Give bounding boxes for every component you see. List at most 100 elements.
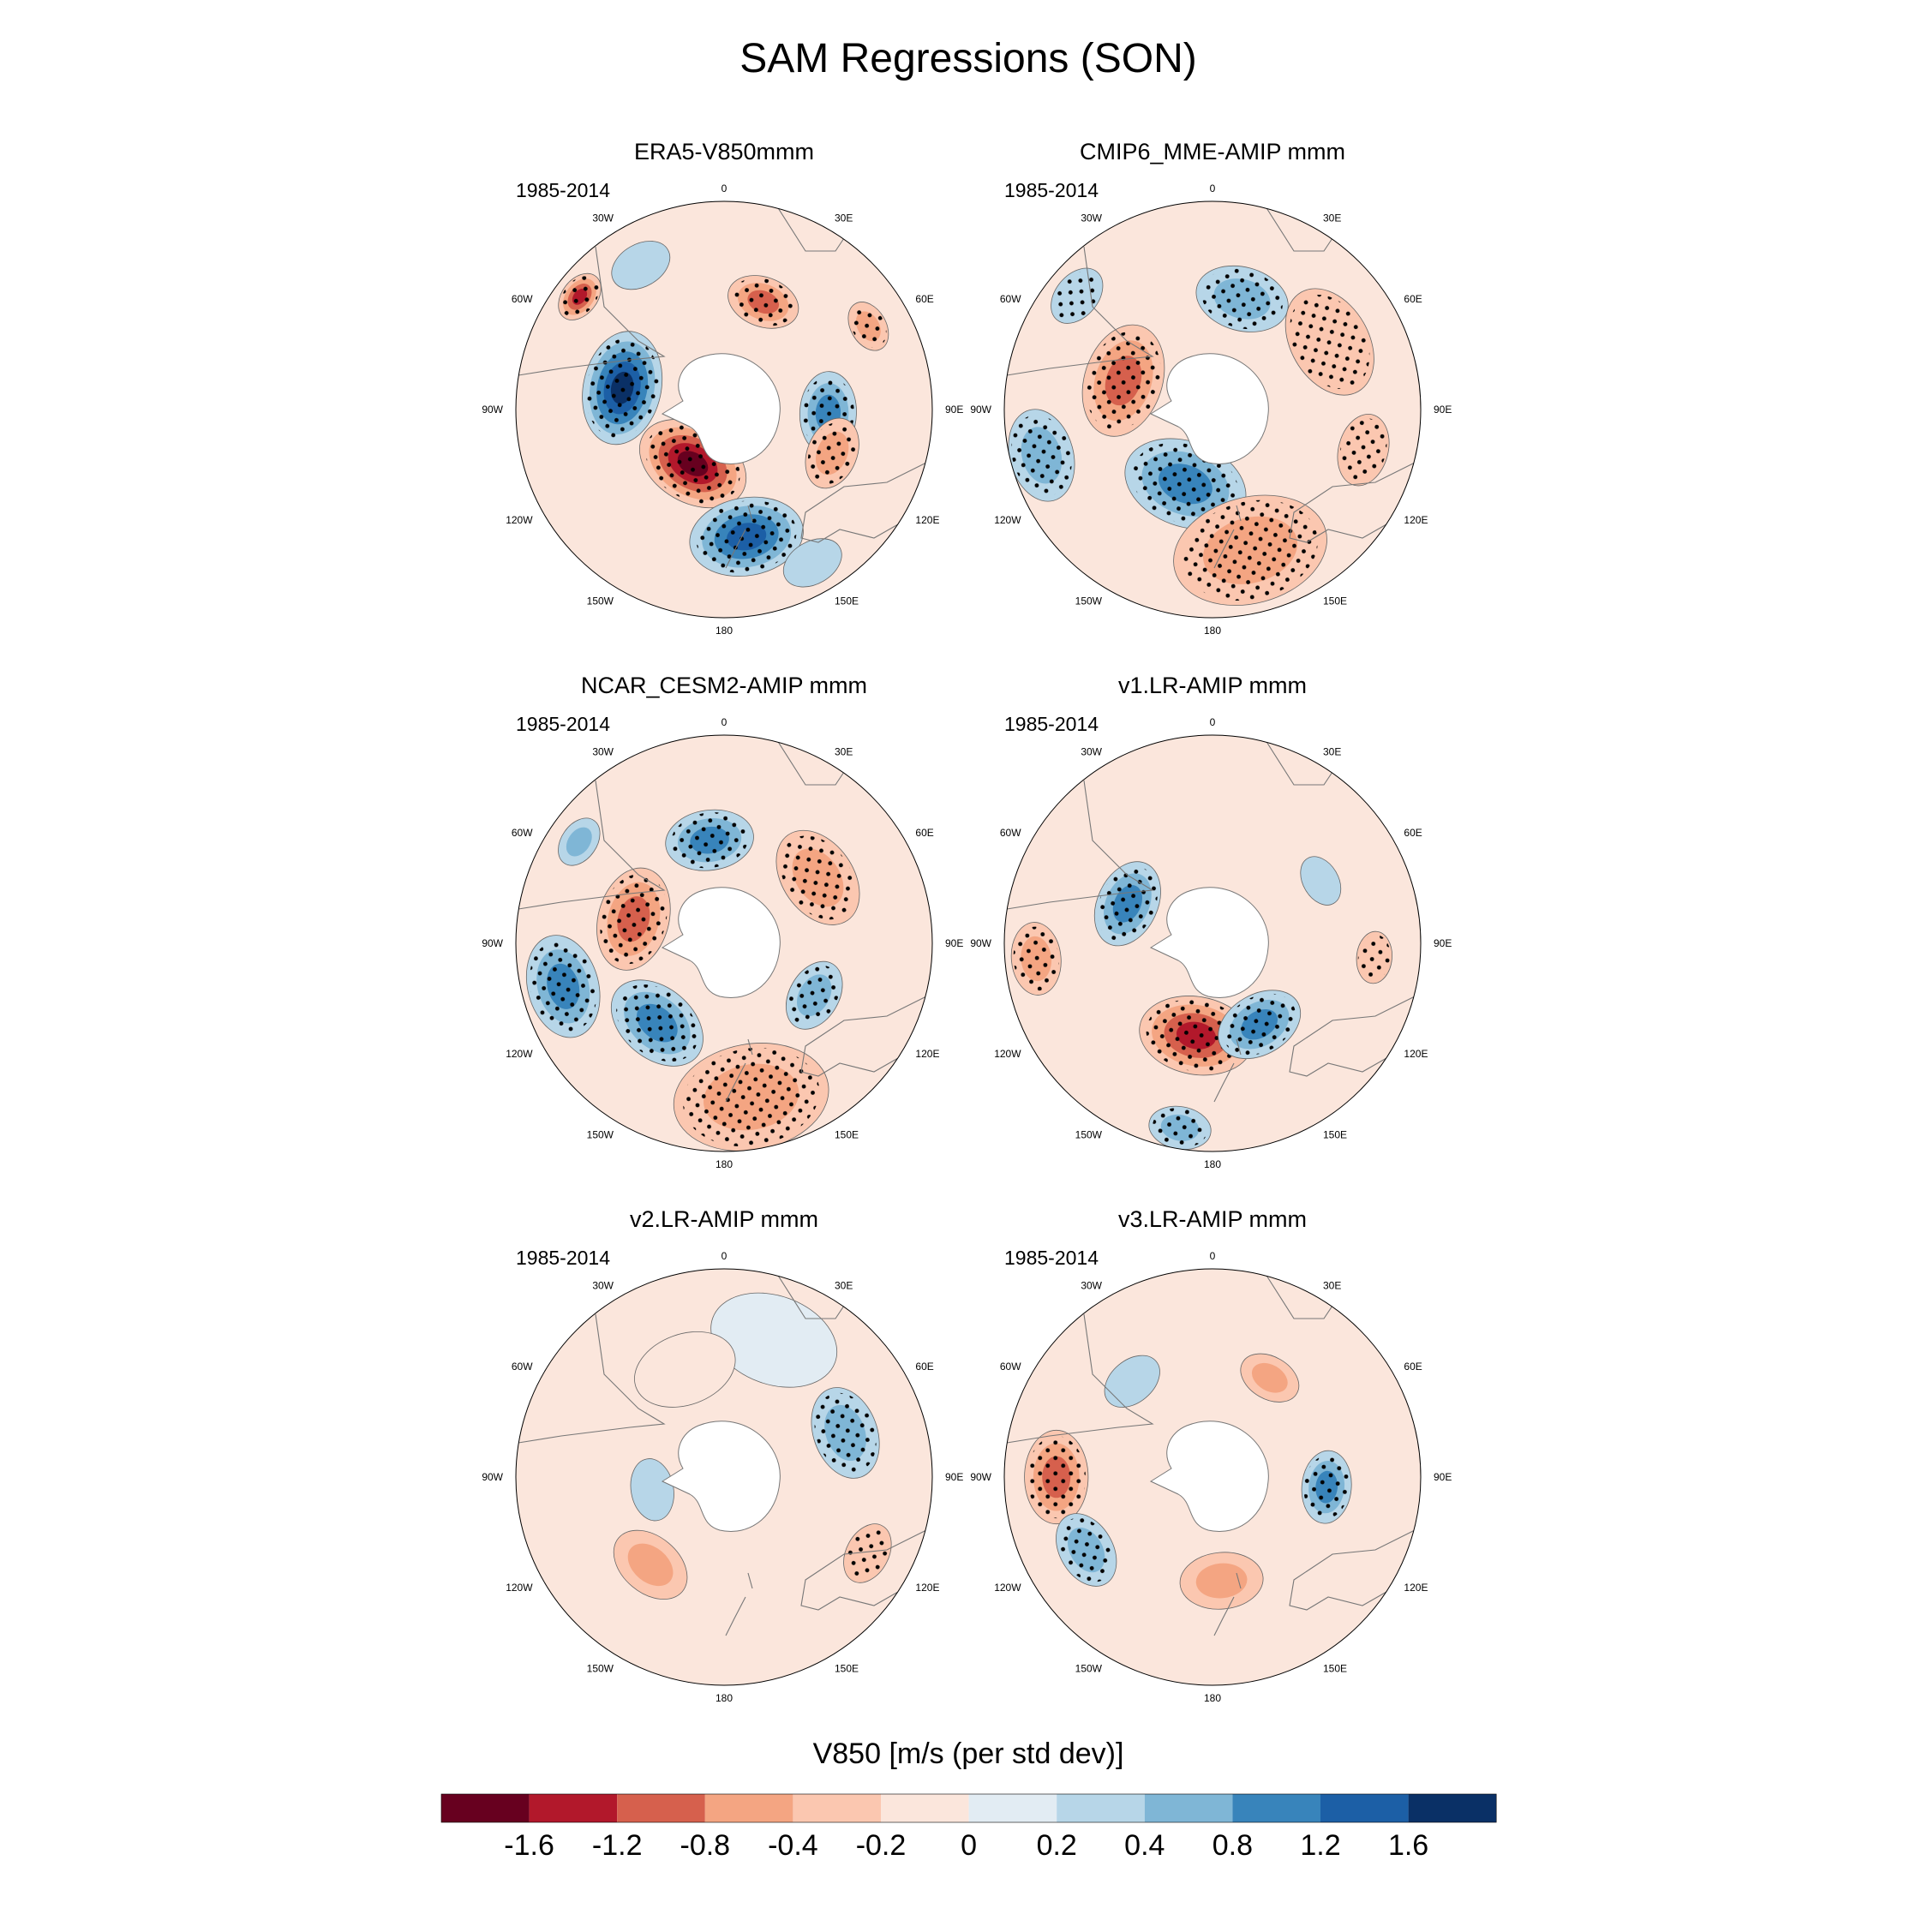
anomaly-blob bbox=[1104, 1355, 1160, 1408]
longitude-label: 120E bbox=[1404, 1048, 1428, 1060]
antarctica-landmass bbox=[1149, 353, 1269, 464]
map-panel: 0 30E 60E 90E 120E 150E 180 150W 120W 90W 60W 30W ER… bbox=[482, 139, 963, 637]
longitude-label: 30W bbox=[592, 212, 614, 224]
colorbar-tick-label: 0.2 bbox=[1037, 1829, 1077, 1862]
longitude-label: 150E bbox=[1323, 1128, 1347, 1140]
colorbar-tick-label: -0.4 bbox=[768, 1829, 818, 1862]
longitude-label: 180 bbox=[716, 1692, 733, 1704]
longitude-label: 150E bbox=[1323, 595, 1347, 607]
colorbar-swatch bbox=[793, 1794, 881, 1822]
anomaly-blob bbox=[689, 496, 804, 577]
anomaly-blob bbox=[1179, 1552, 1264, 1610]
map-panel: 0 30E 60E 90E 120E 150E 180 150W 120W 90W 60W 30W NC… bbox=[482, 673, 963, 1170]
longitude-label: 60E bbox=[1404, 1361, 1422, 1373]
anomaly-blob bbox=[673, 1043, 829, 1151]
longitude-label: 60E bbox=[915, 1361, 933, 1373]
new-zealand-coastline bbox=[725, 1572, 753, 1636]
colorbar-swatch bbox=[1057, 1794, 1145, 1822]
longitude-label: 90E bbox=[945, 937, 963, 949]
colorbar-tick-label: -0.2 bbox=[856, 1829, 907, 1862]
colorbar-swatch bbox=[617, 1794, 705, 1822]
colorbar-tick-label: 1.2 bbox=[1300, 1829, 1340, 1862]
anomaly-blob bbox=[775, 829, 860, 925]
longitude-label: 120E bbox=[915, 1582, 939, 1594]
longitude-label: 150W bbox=[1075, 595, 1103, 607]
anomaly-blob bbox=[805, 417, 859, 489]
map-outline bbox=[1003, 1268, 1422, 1686]
anomaly-blob bbox=[582, 331, 663, 446]
longitude-label: 30W bbox=[1081, 1280, 1102, 1292]
longitude-label: 90W bbox=[970, 404, 991, 416]
longitude-label: 30W bbox=[1081, 212, 1102, 224]
colorbar-swatch bbox=[881, 1794, 969, 1822]
longitude-label: 120E bbox=[915, 514, 939, 526]
longitude-label: 120W bbox=[994, 1582, 1021, 1594]
longitude-label: 120W bbox=[506, 1048, 533, 1060]
longitude-label: 90W bbox=[970, 937, 991, 949]
colorbar-swatch bbox=[704, 1794, 793, 1822]
longitude-label: 30W bbox=[592, 1280, 614, 1292]
longitude-label: 60W bbox=[1000, 293, 1021, 305]
anomaly-blob bbox=[1081, 324, 1165, 437]
antarctica-landmass bbox=[661, 887, 781, 998]
longitude-label: 60W bbox=[512, 293, 533, 305]
south-america-coastline bbox=[518, 780, 666, 910]
colorbar-tick-label: 0.4 bbox=[1124, 1829, 1165, 1862]
longitude-label: 60W bbox=[512, 827, 533, 839]
colorbar-label: V850 [m/s (per std dev)] bbox=[813, 1738, 1124, 1770]
antarctica-landmass bbox=[1149, 887, 1269, 998]
colorbar-swatch bbox=[968, 1794, 1057, 1822]
colorbar-swatch bbox=[441, 1794, 530, 1822]
longitude-label: 120E bbox=[915, 1048, 939, 1060]
longitude-label: 0 bbox=[722, 1250, 727, 1262]
longitude-label: 90E bbox=[945, 1471, 963, 1483]
anomaly-blob bbox=[1093, 861, 1161, 947]
longitude-label: 60W bbox=[512, 1361, 533, 1373]
longitude-label: 0 bbox=[722, 716, 727, 728]
australia-coastline bbox=[800, 1528, 931, 1611]
south-america-coastline bbox=[1006, 246, 1154, 376]
anomaly-blob bbox=[665, 809, 754, 871]
australia-coastline bbox=[800, 994, 931, 1077]
panel-period: 1985-2014 bbox=[1004, 179, 1099, 201]
panel-title: v1.LR-AMIP mmm bbox=[1118, 673, 1307, 698]
anomaly-blob bbox=[1195, 265, 1289, 332]
anomaly-blob bbox=[785, 960, 843, 1030]
longitude-label: 0 bbox=[1210, 182, 1216, 194]
longitude-label: 30W bbox=[1081, 746, 1102, 758]
longitude-label: 150W bbox=[587, 1662, 614, 1674]
longitude-label: 150W bbox=[587, 595, 614, 607]
longitude-label: 60E bbox=[915, 293, 933, 305]
panel-title: v3.LR-AMIP mmm bbox=[1118, 1206, 1307, 1232]
australia-coastline bbox=[1289, 460, 1419, 543]
map-outline bbox=[515, 734, 933, 1152]
new-zealand-coastline bbox=[1213, 1038, 1242, 1103]
anomaly-blob bbox=[1051, 267, 1104, 324]
panel-title: ERA5-V850mmm bbox=[634, 139, 814, 164]
map-outline bbox=[515, 200, 933, 619]
longitude-label: 90W bbox=[970, 1471, 991, 1483]
longitude-label: 150W bbox=[587, 1128, 614, 1140]
anomaly-blob bbox=[634, 1331, 736, 1408]
longitude-label: 60E bbox=[915, 827, 933, 839]
longitude-label: 60E bbox=[1404, 827, 1422, 839]
anomaly-blob bbox=[1337, 414, 1390, 487]
new-zealand-coastline bbox=[1213, 505, 1242, 569]
anomaly-blob bbox=[847, 302, 889, 351]
longitude-label: 150E bbox=[835, 1662, 859, 1674]
longitude-label: 30E bbox=[1323, 1280, 1341, 1292]
longitude-label: 30E bbox=[835, 212, 853, 224]
longitude-label: 180 bbox=[716, 1158, 733, 1170]
anomaly-blob bbox=[611, 241, 671, 290]
colorbar: V850 [m/s (per std dev)] -1.6 -1.2 -0.8 -0.… bbox=[440, 1738, 1497, 1862]
colorbar-tick-label: 0 bbox=[961, 1829, 977, 1862]
australia-coastline bbox=[800, 460, 931, 543]
colorbar-tick-label: -0.8 bbox=[680, 1829, 731, 1862]
longitude-label: 0 bbox=[1210, 716, 1216, 728]
anomaly-blob bbox=[525, 935, 601, 1038]
anomaly-blob bbox=[1010, 922, 1062, 996]
figure-title: SAM Regressions (SON) bbox=[739, 36, 1196, 81]
map-panel: 0 30E 60E 90E 120E 150E 180 150W 120W 90W 60W 30W CM… bbox=[970, 139, 1452, 637]
longitude-label: 180 bbox=[1204, 1158, 1221, 1170]
